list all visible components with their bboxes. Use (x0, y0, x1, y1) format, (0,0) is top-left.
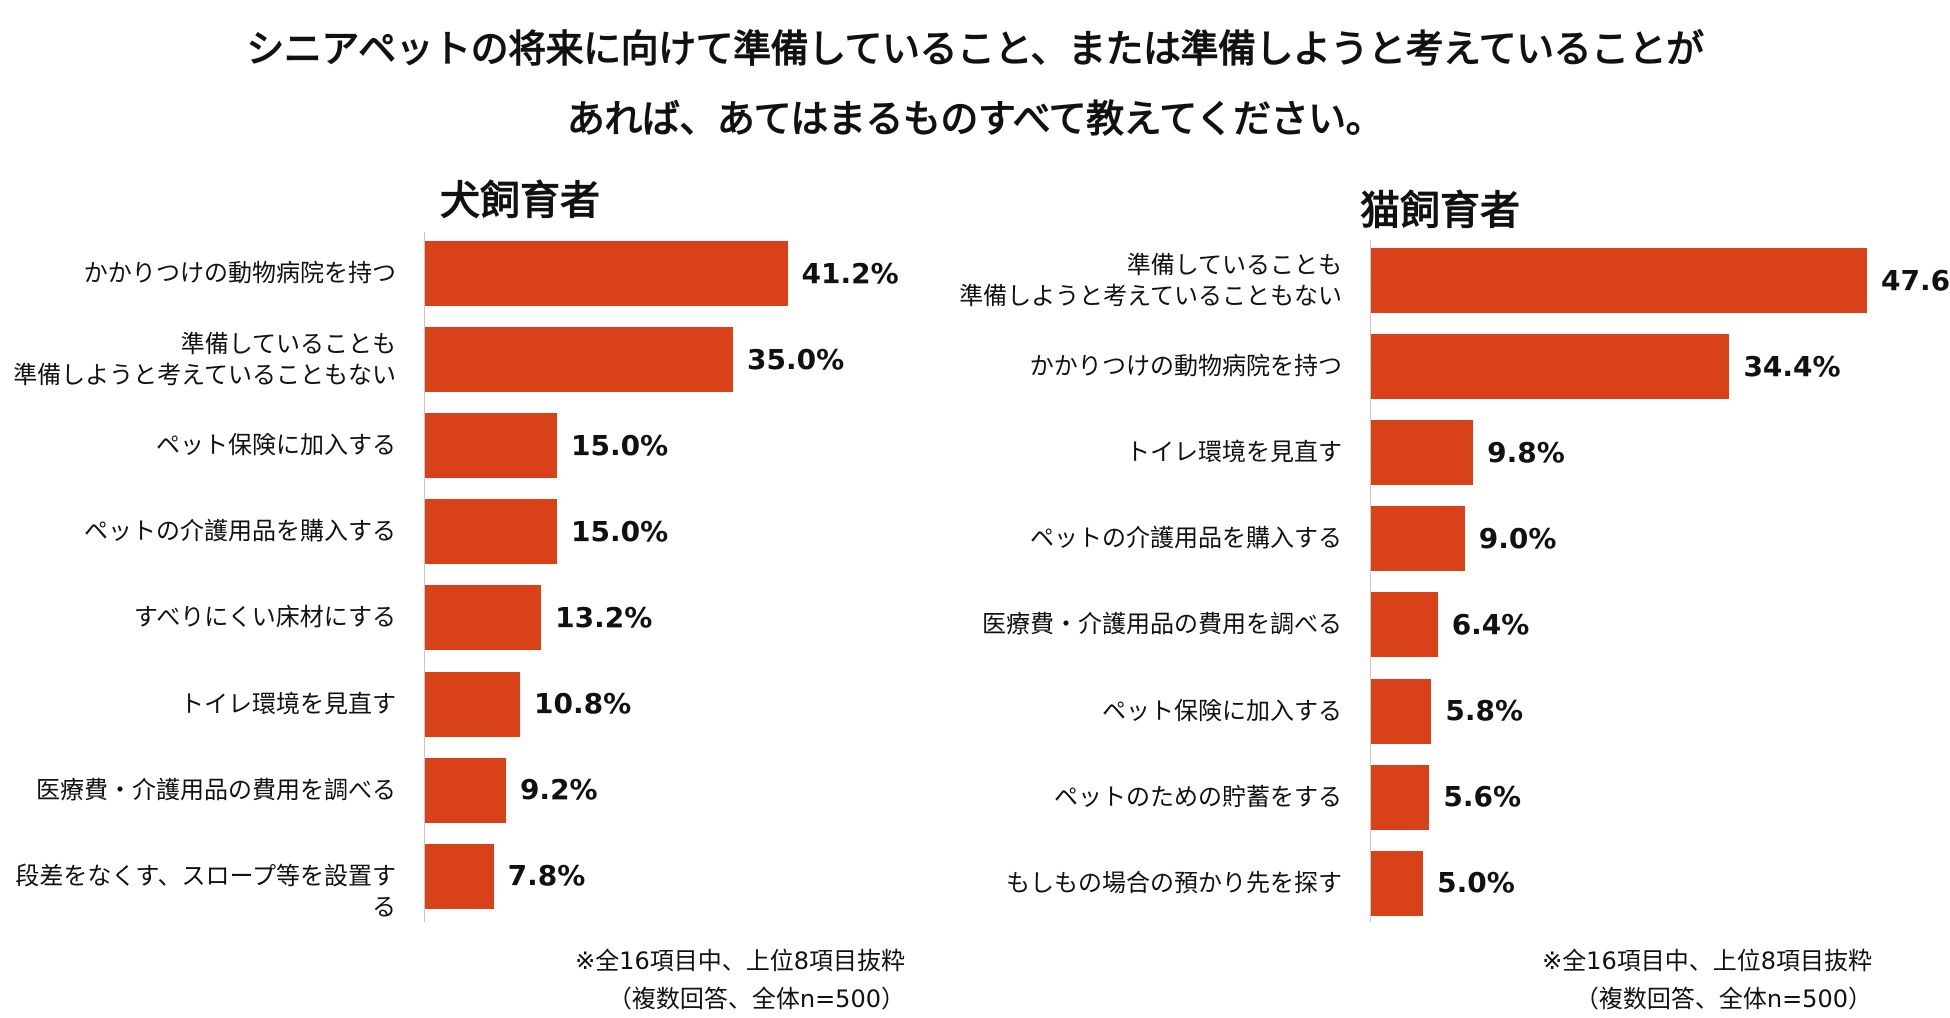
cat-category-label: もしもの場合の預かり先を探す (1006, 868, 1342, 897)
dog-bar (425, 241, 788, 306)
dog-value-label: 13.2% (555, 600, 653, 634)
dog-value-label: 9.2% (519, 773, 598, 807)
dog-value-label: 41.2% (801, 256, 899, 290)
dog-value-label: 15.0% (571, 428, 669, 462)
page-title-line-2: あれば、あてはまるものすべて教えてください。 (566, 97, 1384, 141)
cat-category-label: ペット保険に加入する (1102, 696, 1342, 725)
dog-category-label: 医療費・介護用品の費用を調べる (36, 775, 396, 804)
cat-note-line-2: （複数回答、全体n=500） (1574, 985, 1872, 1013)
dog-value-label: 15.0% (571, 514, 669, 548)
cat-category-label: ペットの介護用品を購入する (1030, 524, 1342, 553)
cat-category-label: トイレ環境を見直す (1126, 438, 1342, 467)
cat-value-label: 9.8% (1487, 435, 1565, 469)
cat-category-axis-line (1370, 240, 1371, 922)
cat-bar (1371, 764, 1430, 830)
cat-category-label: かかりつけの動物病院を持つ (1029, 352, 1342, 381)
cat-bar (1371, 506, 1465, 572)
cat-value-label: 5.6% (1443, 780, 1521, 814)
cat-category-label: 医療費・介護用品の費用を調べる (982, 610, 1342, 639)
cat-note-line-1: ※全16項目中、上位8項目抜粋 (1542, 947, 1872, 975)
cat-bar (1371, 678, 1432, 744)
cat-chart-note: ※全16項目中、上位8項目抜粋 （複数回答、全体n=500） (1542, 942, 1872, 1018)
dog-category-label: トイレ環境を見直す (180, 689, 396, 718)
cat-value-label: 9.0% (1478, 521, 1557, 555)
dog-category-label: ペットの介護用品を購入する (84, 517, 396, 546)
dog-category-label: かかりつけの動物病院を持つ (83, 259, 396, 287)
cat-category-label: ペットのための貯蓄をする (1054, 782, 1342, 811)
cat-value-label: 5.8% (1445, 694, 1524, 727)
cat-chart-title: 猫飼育者 (1360, 188, 1520, 234)
cat-bar (1371, 850, 1424, 916)
cat-category-label: 準備していることも 準備しようと考えていることもない (959, 250, 1342, 310)
dog-value-label: 35.0% (747, 342, 845, 376)
cat-value-label: 5.0% (1437, 866, 1515, 900)
dog-bar (425, 757, 506, 823)
dog-category-label: すべりにくい床材にする (133, 603, 396, 632)
dog-category-label: 段差をなくす、スロープ等を設置する (15, 861, 396, 921)
dog-category-axis-line (424, 232, 425, 922)
dog-value-label: 7.8% (507, 859, 586, 893)
cat-bar (1371, 334, 1730, 400)
dog-chart-title: 犬飼育者 (440, 178, 600, 224)
dog-note-line-1: ※全16項目中、上位8項目抜粋 (575, 947, 905, 975)
cat-bar (1371, 420, 1474, 486)
cat-value-label: 47.6% (1880, 263, 1950, 297)
dog-bar (425, 843, 494, 909)
dog-note-line-2: （複数回答、全体n=500） (607, 985, 905, 1013)
dog-value-label: 10.8% (534, 687, 632, 720)
cat-value-label: 6.4% (1451, 607, 1530, 641)
dog-bar (425, 327, 733, 393)
dog-bar (425, 413, 557, 479)
cat-value-label: 34.4% (1743, 349, 1841, 383)
dog-chart-note: ※全16項目中、上位8項目抜粋 （複数回答、全体n=500） (575, 942, 905, 1018)
dog-bar (425, 499, 557, 565)
dog-category-label: ペット保険に加入する (156, 431, 396, 460)
cat-bar (1371, 592, 1438, 658)
dog-category-label: 準備していることも 準備しようと考えていることもない (13, 329, 396, 389)
dog-bar (425, 585, 542, 651)
cat-bar (1371, 248, 1867, 313)
page-title-line-1: シニアペットの将来に向けて準備していること、または準備しようと考えていることが (246, 27, 1704, 71)
dog-bar (425, 671, 521, 737)
